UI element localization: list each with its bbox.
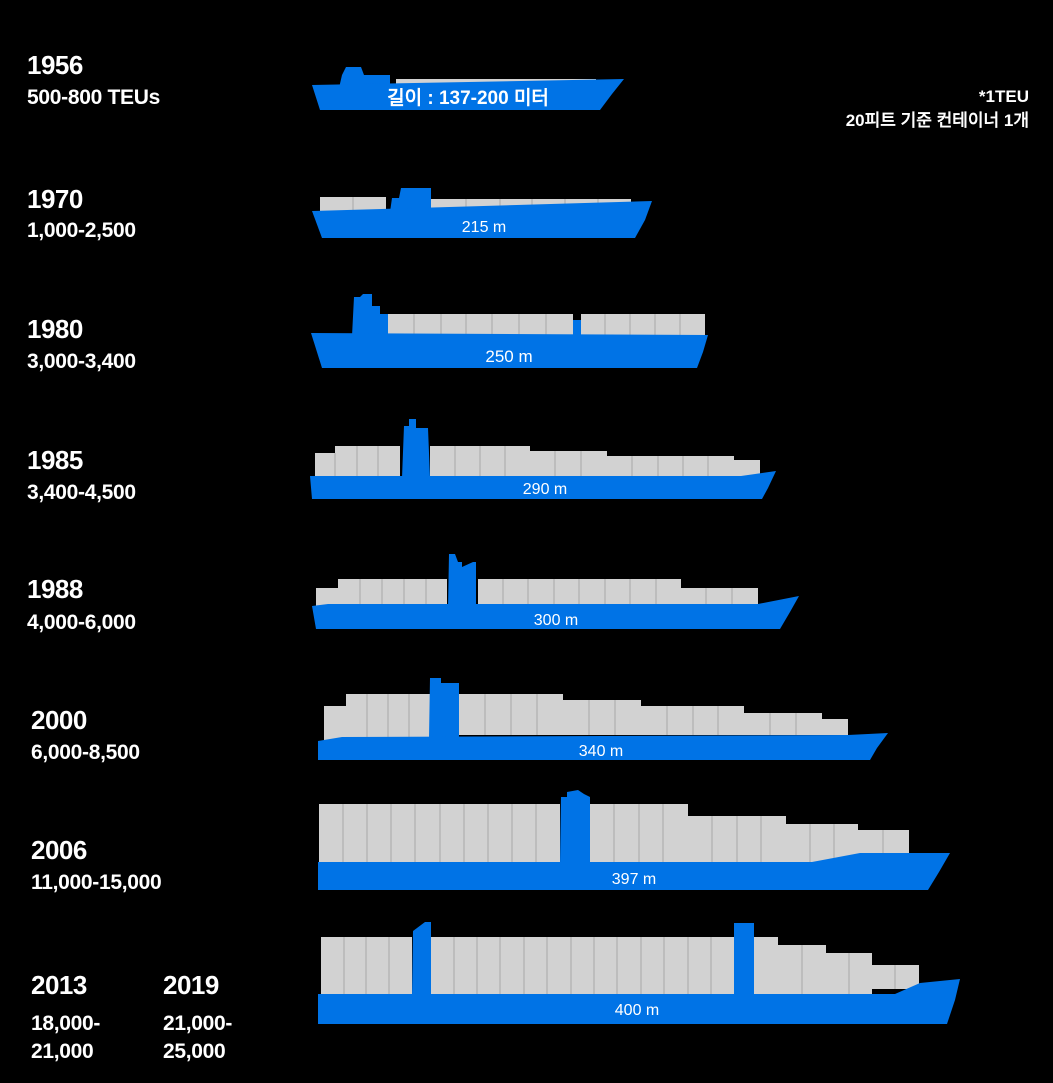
length-label: 길이 : 137-200 미터 bbox=[387, 87, 549, 109]
ship-hull bbox=[311, 333, 708, 368]
year-label-2019: 2019 bbox=[163, 970, 219, 1000]
length-label: 290 m bbox=[523, 481, 567, 498]
year-label-1985: 1985 bbox=[27, 445, 83, 475]
superstructure bbox=[390, 188, 431, 212]
container-stack bbox=[607, 456, 734, 476]
container-stack bbox=[563, 700, 641, 735]
superstructure bbox=[560, 790, 590, 864]
teu-definition-note: *1TEU 20피트 기준 컨테이너 1개 bbox=[846, 85, 1029, 133]
note-line-definition: 20피트 기준 컨테이너 1개 bbox=[845, 111, 1029, 130]
superstructure bbox=[448, 554, 476, 608]
mast bbox=[573, 320, 581, 336]
container-stack bbox=[734, 460, 760, 476]
ship-2006: 397 m bbox=[318, 790, 950, 890]
container-stack bbox=[324, 706, 346, 741]
length-label: 397 m bbox=[612, 871, 656, 888]
container-stack bbox=[388, 314, 573, 336]
year-label-1956: 1956 bbox=[27, 50, 83, 80]
superstructure bbox=[429, 678, 459, 738]
container-stack bbox=[335, 446, 400, 476]
superstructure bbox=[352, 294, 388, 336]
teu-label-2013: 18,000-21,000 bbox=[31, 1012, 101, 1063]
year-label-1988: 1988 bbox=[27, 574, 83, 604]
length-label: 250 m bbox=[485, 347, 532, 366]
length-label: 340 m bbox=[579, 743, 623, 760]
year-label-1980: 1980 bbox=[27, 314, 83, 344]
ship-2000: 340 m bbox=[318, 678, 888, 760]
container-stack bbox=[744, 713, 822, 735]
teu-label-1980: 3,000-3,400 bbox=[27, 350, 136, 373]
length-label: 215 m bbox=[462, 219, 506, 236]
ship-1956: 길이 : 137-200 미터 bbox=[312, 67, 624, 110]
ship-1985: 290 m bbox=[310, 419, 776, 499]
superstructure bbox=[402, 419, 430, 478]
year-label-2000: 2000 bbox=[31, 705, 87, 735]
teu-label-1988: 4,000-6,000 bbox=[27, 611, 136, 634]
ship-hull bbox=[318, 979, 960, 1024]
teu-label-1970: 1,000-2,500 bbox=[27, 219, 136, 242]
teu-label-2019: 21,000-25,000 bbox=[163, 1012, 233, 1063]
superstructure-aft bbox=[734, 923, 754, 996]
container-stack bbox=[681, 588, 758, 606]
teu-label-2006: 11,000-15,000 bbox=[31, 871, 162, 894]
container-stack bbox=[581, 314, 705, 336]
length-label: 400 m bbox=[615, 1002, 659, 1019]
container-stack bbox=[431, 937, 734, 994]
container-stack bbox=[754, 937, 778, 994]
ship-hull bbox=[312, 596, 799, 629]
year-label-2013: 2013 bbox=[31, 970, 87, 1000]
superstructure bbox=[339, 67, 390, 88]
container-stack bbox=[530, 451, 607, 476]
ship-hull bbox=[318, 733, 888, 760]
ship-hull bbox=[312, 201, 652, 238]
ship-hull bbox=[310, 471, 776, 499]
ship-2013-2019: 400 m bbox=[318, 922, 960, 1024]
length-label: 300 m bbox=[534, 612, 578, 629]
superstructure-fore bbox=[412, 922, 431, 996]
ship-1970: 215 m bbox=[312, 188, 652, 238]
ship-hull bbox=[318, 853, 950, 890]
container-stack bbox=[822, 719, 848, 735]
year-label-1970: 1970 bbox=[27, 184, 83, 214]
ship-1988: 300 m bbox=[312, 554, 799, 629]
teu-label-1956: 500-800 TEUs bbox=[27, 86, 160, 109]
ship-1980: 250 m bbox=[311, 294, 708, 368]
teu-label-2000: 6,000-8,500 bbox=[31, 741, 140, 764]
year-label-2006: 2006 bbox=[31, 835, 87, 865]
teu-label-1985: 3,400-4,500 bbox=[27, 481, 136, 504]
ship-hull bbox=[312, 79, 624, 110]
note-line-teu: *1TEU bbox=[978, 87, 1029, 106]
